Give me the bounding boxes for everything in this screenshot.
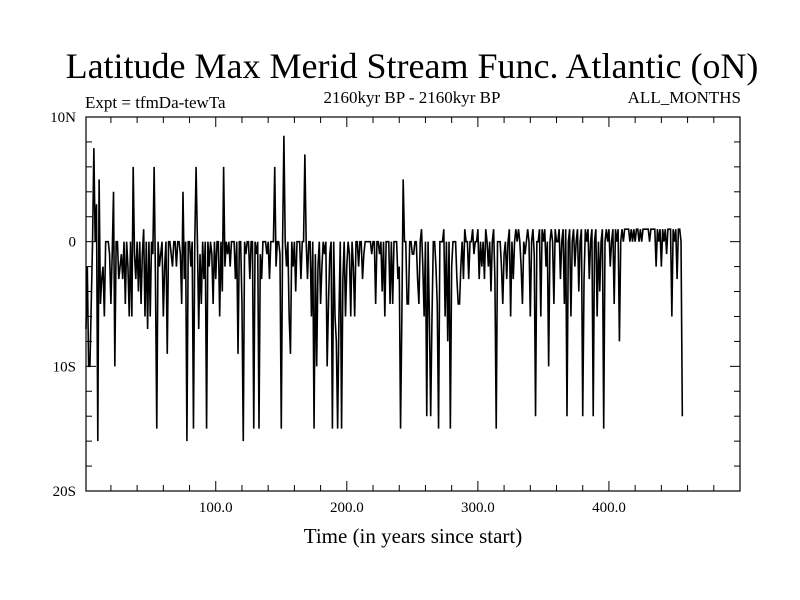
series-group: [85, 135, 684, 442]
axis-tick-labels: 100.0 200.0 300.0 400.0 10N 0 10S 20S: [50, 110, 626, 516]
y-tick-label: 10N: [50, 110, 76, 126]
plot-frame: [85, 116, 741, 492]
x-tick-label: 400.0: [592, 500, 626, 516]
x-axis-label: Time (in years since start): [304, 524, 523, 548]
chart-subtitle-period: 2160kyr BP - 2160kyr BP: [324, 88, 501, 107]
y-tick-label: 0: [69, 235, 77, 251]
y-tick-label: 10S: [53, 359, 76, 375]
chart-subtitle-experiment: Expt = tfmDa-tewTa: [85, 93, 226, 112]
x-tick-label: 300.0: [461, 500, 495, 516]
x-tick-label: 100.0: [199, 500, 233, 516]
chart-title: Latitude Max Merid Stream Func. Atlantic…: [66, 46, 759, 86]
series-line: [85, 135, 684, 442]
axis-ticks: [86, 117, 740, 491]
x-tick-label: 200.0: [330, 500, 364, 516]
y-tick-label: 20S: [53, 484, 76, 500]
chart-subtitle-months: ALL_MONTHS: [628, 88, 741, 107]
